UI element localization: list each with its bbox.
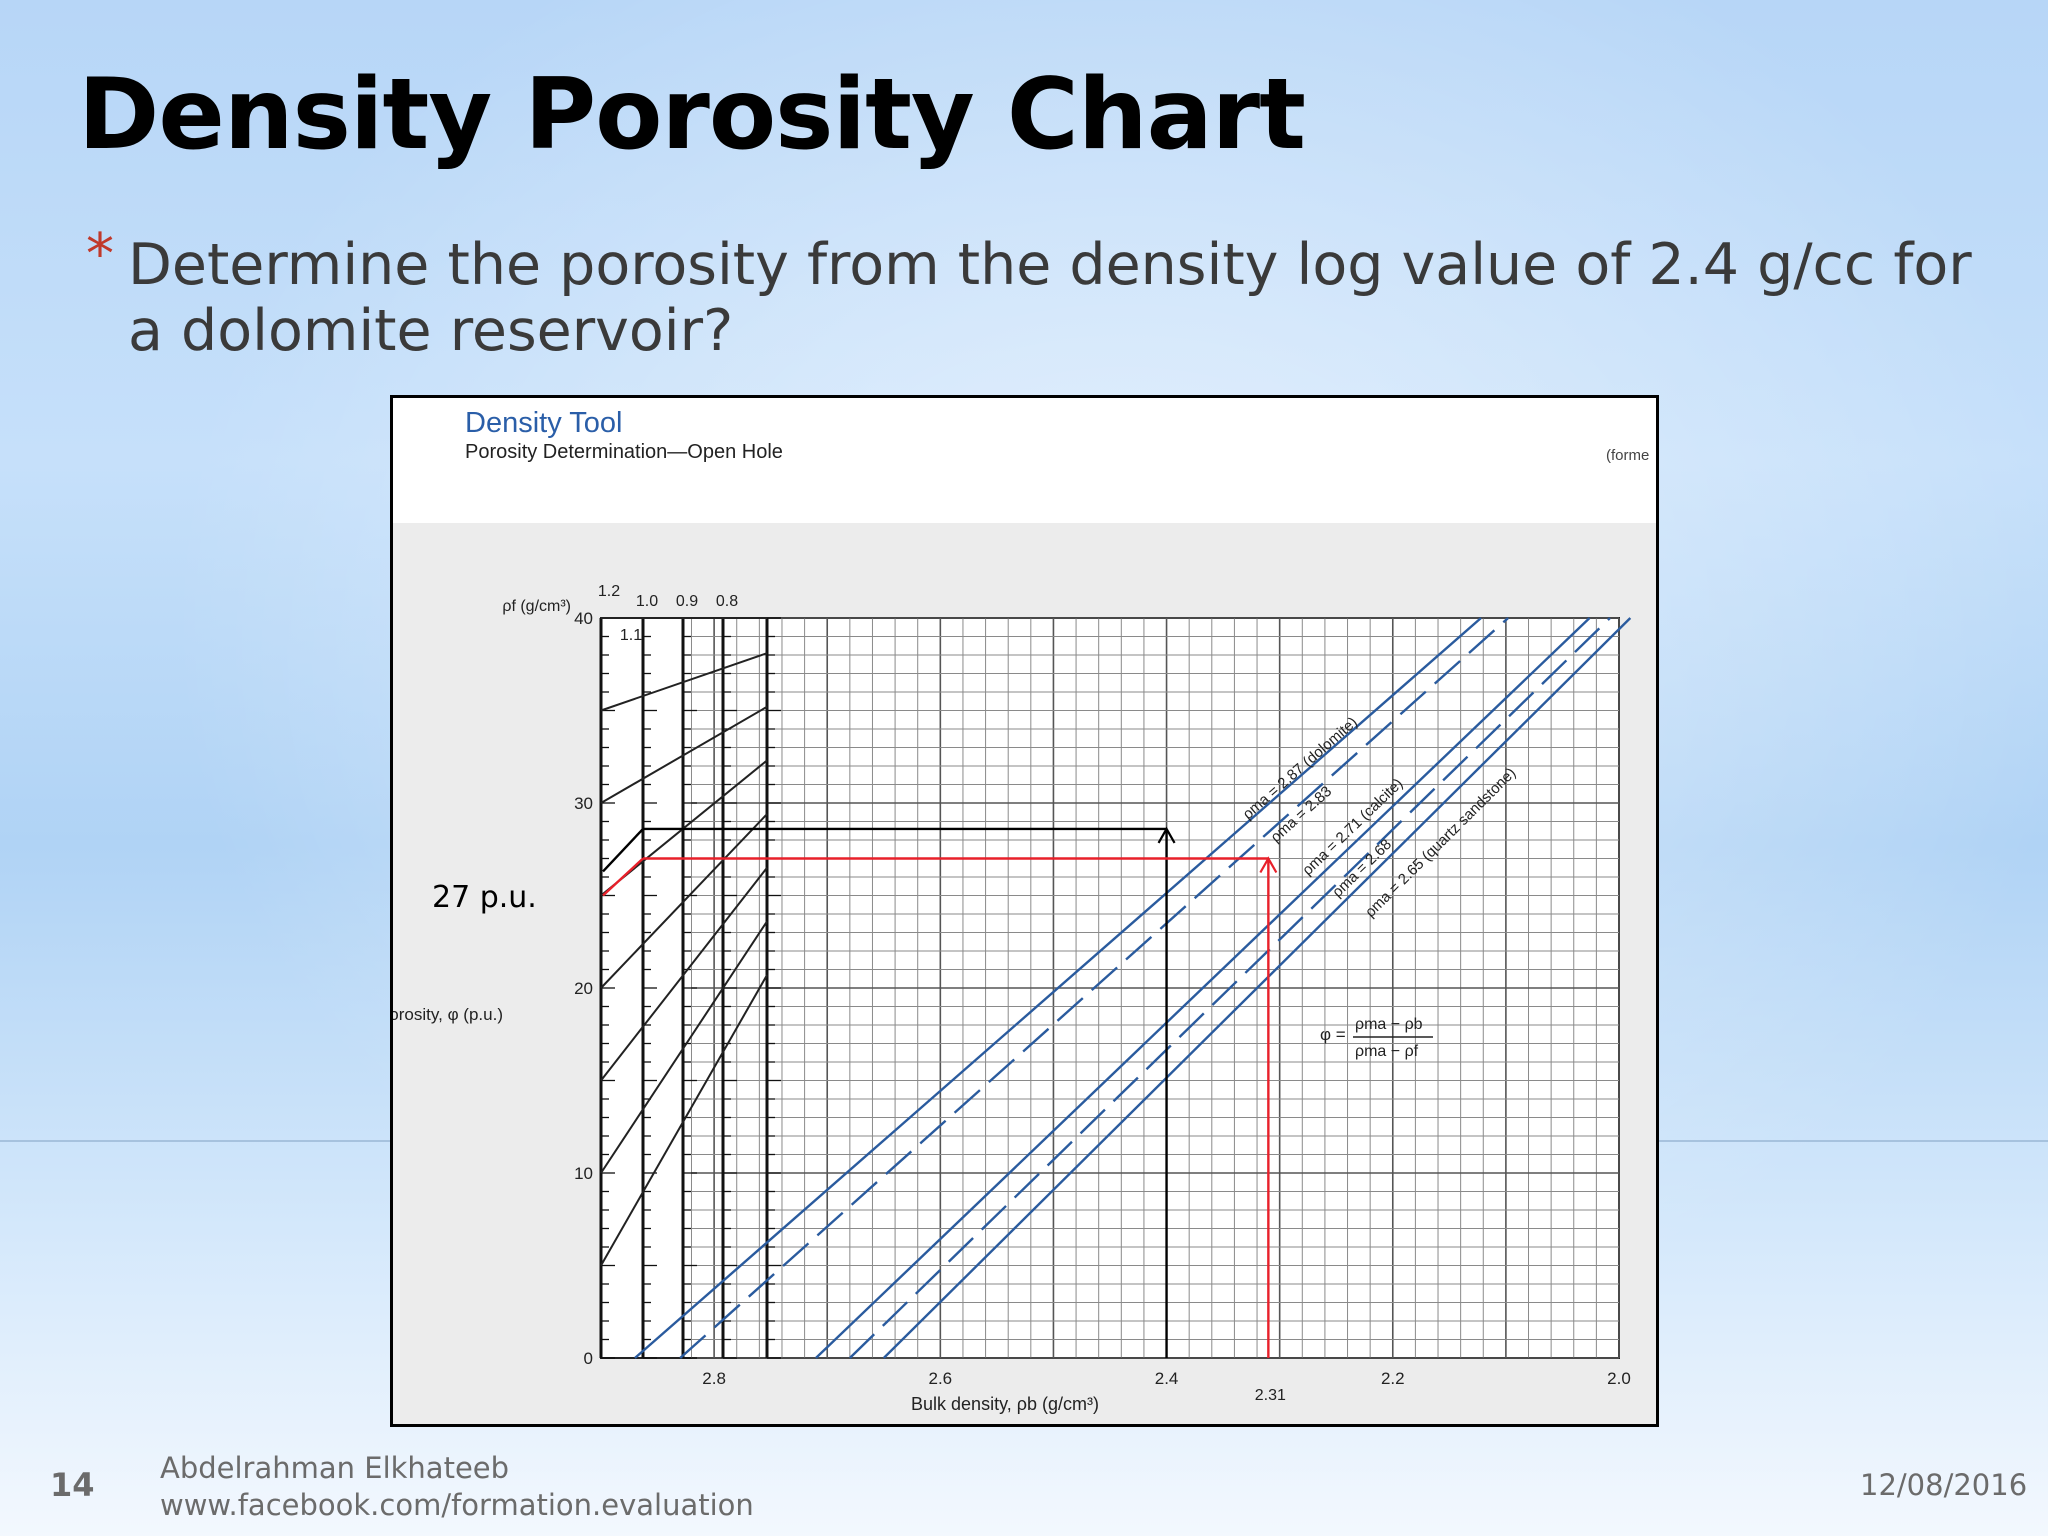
fluid-fan-line	[600, 705, 768, 804]
y-tick-label: 20	[574, 979, 593, 998]
fluid-density-value: 1.1	[620, 627, 642, 644]
annotation-diagonal	[602, 857, 644, 897]
x-tick-label: 2.6	[929, 1369, 953, 1388]
y-tick-label: 40	[574, 609, 593, 628]
porosity-formula: φ = ρma − ρb ρma − ρf	[1320, 1016, 1433, 1060]
porosity-answer-label: 27 p.u.	[432, 880, 537, 915]
fluid-fan-line	[600, 974, 768, 1266]
x-axis-label: Bulk density, ρb (g/cm³)	[911, 1394, 1099, 1414]
chart-subtitle: Porosity Determination—Open Hole	[465, 441, 783, 463]
annotation-diagonal	[602, 828, 644, 873]
slide-date: 12/08/2016	[1860, 1468, 2028, 1502]
chart-annotations: 2.31	[602, 826, 1286, 1404]
chart-grid	[600, 617, 1620, 1359]
chart-corner-note: (forme	[1606, 447, 1649, 464]
bullet-text: Determine the porosity from the density …	[128, 232, 1972, 364]
fluid-density-value: 0.8	[716, 593, 738, 610]
footer-author: Abdelrahman Elkhateeb www.facebook.com/f…	[160, 1450, 754, 1524]
x-tick-label: 2.8	[702, 1369, 726, 1388]
matrix-line	[882, 617, 1632, 1359]
bullet-marker: *	[86, 222, 114, 287]
formula-lhs: φ =	[1320, 1025, 1346, 1044]
fluid-density-scale: 1.2 1.1 1.0 0.9 0.8	[598, 583, 781, 1359]
y-tick-label: 0	[584, 1349, 593, 1368]
x-tick-label: 2.2	[1381, 1369, 1405, 1388]
fluid-density-label: ρf (g/cm³)	[502, 598, 571, 615]
y-axis-label: Porosity, φ (p.u.)	[393, 1005, 503, 1024]
author-url: www.facebook.com/formation.evaluation	[160, 1488, 754, 1522]
density-chart-svg: Density Tool Porosity Determination—Open…	[393, 407, 1656, 1424]
formula-numerator: ρma − ρb	[1355, 1016, 1423, 1033]
fluid-fan-line	[600, 652, 768, 712]
slide-number: 14	[50, 1466, 95, 1504]
matrix-line	[679, 617, 1509, 1359]
fluid-density-value: 1.0	[636, 593, 658, 610]
slide-title: Density Porosity Chart	[78, 58, 1306, 172]
matrix-line	[815, 617, 1591, 1359]
fluid-fan-line	[600, 867, 768, 1082]
y-tick-label: 30	[574, 794, 593, 813]
chart-title: Density Tool	[465, 407, 622, 439]
annotation-label: 2.31	[1255, 1387, 1286, 1404]
density-chart: Density Tool Porosity Determination—Open…	[390, 395, 1659, 1427]
matrix-line	[634, 617, 1482, 1359]
y-tick-label: 10	[574, 1164, 593, 1183]
axis-ticks: 0 10 20 30 40 2.8 2.6 2.4 2.2 2.0	[574, 609, 1631, 1388]
fluid-density-value: 0.9	[676, 593, 698, 610]
fluid-fan-line	[600, 920, 768, 1174]
fluid-density-value: 1.2	[598, 583, 620, 600]
matrix-line	[849, 617, 1611, 1359]
author-name: Abdelrahman Elkhateeb	[160, 1451, 510, 1485]
formula-denominator: ρma − ρf	[1355, 1043, 1419, 1060]
x-tick-label: 2.0	[1607, 1369, 1631, 1388]
x-tick-label: 2.4	[1155, 1369, 1179, 1388]
fluid-fan-line	[600, 813, 768, 989]
